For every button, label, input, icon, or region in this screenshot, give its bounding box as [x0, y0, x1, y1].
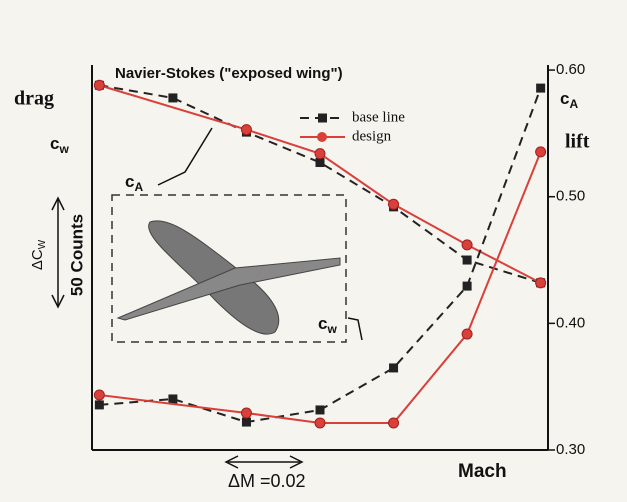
- cw-label: cw: [50, 134, 69, 156]
- point: [241, 417, 251, 427]
- point: [462, 281, 472, 291]
- y2-tick-label: 0.60: [556, 61, 585, 78]
- illustration-box: [111, 194, 347, 343]
- legend-label: design: [352, 128, 392, 144]
- arrow-head: [224, 455, 304, 469]
- y2-axis-label: lift: [565, 131, 590, 153]
- arrow-head: [51, 196, 65, 309]
- series-line: [99, 151, 542, 424]
- point: [240, 124, 252, 136]
- legend-label: base line: [352, 109, 405, 125]
- point: [535, 146, 547, 158]
- point: [94, 400, 104, 410]
- leader-line: [157, 127, 213, 186]
- point: [314, 417, 326, 429]
- point: [93, 79, 105, 91]
- point: [314, 148, 326, 160]
- ca-label: cA: [125, 172, 143, 194]
- point: [168, 93, 178, 103]
- counts-label: 50 Counts: [67, 214, 86, 296]
- delta-cw-group: ΔCW: [29, 239, 48, 270]
- y-axis-label: drag: [14, 88, 54, 110]
- y2-tick-label: 0.30: [556, 441, 585, 458]
- point: [536, 83, 546, 93]
- delta-cw-label: ΔCW: [29, 239, 48, 270]
- point: [462, 255, 472, 265]
- legend-marker: [317, 132, 327, 142]
- leader-line: [347, 317, 363, 341]
- point: [315, 158, 325, 168]
- plane-illustration: [116, 220, 341, 335]
- point: [388, 198, 400, 210]
- point: [461, 328, 473, 340]
- point: [93, 389, 105, 401]
- point: [389, 363, 399, 373]
- ca-label: cA: [560, 89, 578, 111]
- point: [388, 417, 400, 429]
- point: [461, 239, 473, 251]
- y2-tick-label: 0.40: [556, 314, 585, 331]
- point: [168, 394, 178, 404]
- point: [535, 277, 547, 289]
- point: [240, 407, 252, 419]
- point: [315, 405, 325, 415]
- x-axis-label: Mach: [458, 461, 507, 482]
- chart-title: Navier-Stokes ("exposed wing"): [115, 65, 343, 82]
- delta-m-label: ΔM =0.02: [228, 471, 306, 491]
- legend-marker: [318, 113, 327, 123]
- cw-curve-label: cw: [318, 314, 337, 336]
- y2-tick-label: 0.50: [556, 188, 585, 205]
